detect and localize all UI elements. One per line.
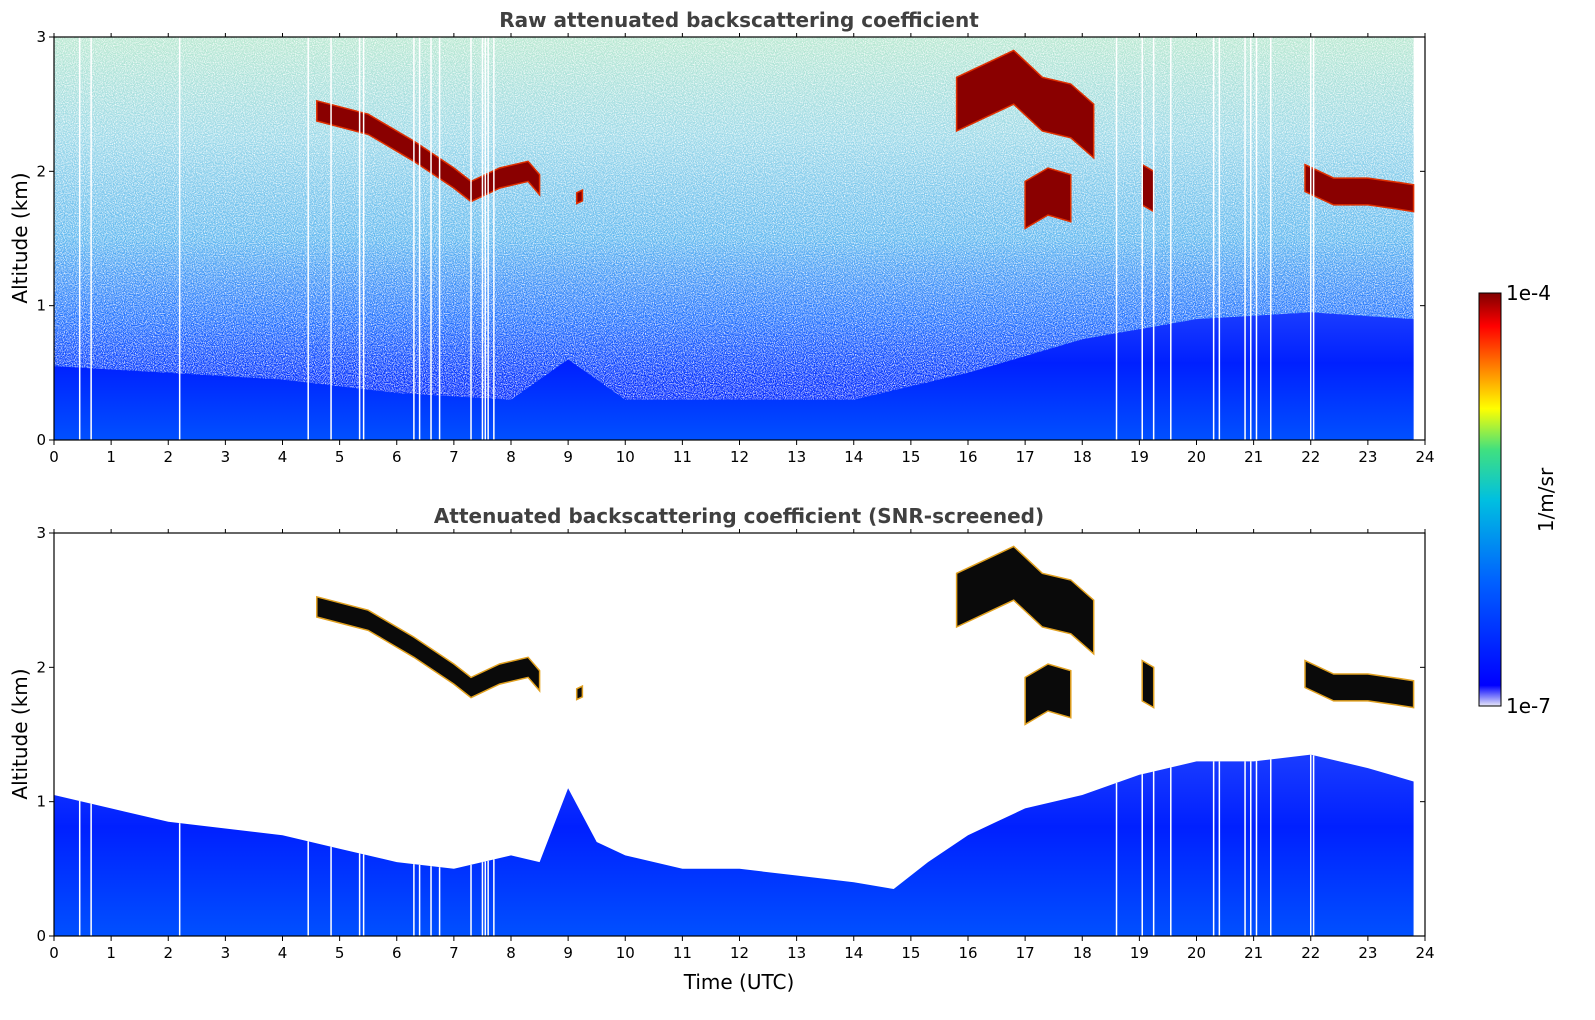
x-tick-label: 18 <box>1073 944 1092 962</box>
x-tick-label: 4 <box>278 944 288 962</box>
x-tick-label: 6 <box>392 448 402 466</box>
cloud-layer-cloud-d <box>1024 663 1072 726</box>
x-tick-label: 22 <box>1301 944 1320 962</box>
y-tick-label: 3 <box>36 28 46 46</box>
x-tick-label: 15 <box>901 448 920 466</box>
x-tick-label: 16 <box>958 448 977 466</box>
x-tick-label: 2 <box>163 944 173 962</box>
cloud-layer-cloud-f <box>1304 163 1415 213</box>
x-tick-label: 17 <box>1016 944 1035 962</box>
colorbar: 1e-4 1e-7 1/m/sr <box>1478 281 1558 718</box>
x-tick-label: 19 <box>1130 448 1149 466</box>
x-tick-label: 9 <box>563 448 573 466</box>
x-tick-label: 19 <box>1130 944 1149 962</box>
x-tick-label: 16 <box>958 944 977 962</box>
x-tick-label: 20 <box>1187 944 1206 962</box>
x-tick-label: 7 <box>449 944 459 962</box>
raw-plot-area: 0 1 2 3 4 5 6 7 8 9 10 11 12 13 14 15 16 17 18 19 20 21 22 23 24… <box>36 28 1434 466</box>
colorbar-gradient <box>1478 292 1502 707</box>
x-tick-label: 17 <box>1016 448 1035 466</box>
x-tick-label: 13 <box>787 944 806 962</box>
x-tick-label: 18 <box>1073 448 1092 466</box>
x-tick-label: 5 <box>335 944 345 962</box>
x-tick-label: 4 <box>278 448 288 466</box>
x-tick-label: 3 <box>221 448 231 466</box>
x-tick-label: 12 <box>730 448 749 466</box>
x-tick-label: 3 <box>221 944 231 962</box>
x-tick-label: 22 <box>1301 448 1320 466</box>
x-tick-label: 14 <box>844 944 863 962</box>
snr-screened-panel: Attenuated backscattering coefficient (S… <box>8 504 1435 994</box>
x-tick-label: 11 <box>673 448 692 466</box>
x-tick-label: 0 <box>49 448 59 466</box>
x-tick-label: 9 <box>563 944 573 962</box>
x-tick-label: 8 <box>506 944 516 962</box>
cloud-layer-cloud-b <box>575 684 584 701</box>
y-tick-label: 3 <box>36 524 46 542</box>
cloud-layer-cloud-e <box>1141 163 1155 213</box>
cloud-layer-cloud-d <box>1024 167 1072 230</box>
x-tick-label: 1 <box>106 448 116 466</box>
x-tick-label: 8 <box>506 448 516 466</box>
y-tick-label: 2 <box>36 658 46 676</box>
screened-x-axis-label: Time (UTC) <box>683 970 795 994</box>
screened-y-axis-label: Altitude (km) <box>8 668 32 799</box>
x-tick-label: 6 <box>392 944 402 962</box>
x-tick-label: 5 <box>335 448 345 466</box>
x-tick-label: 24 <box>1415 448 1434 466</box>
boundary-layer <box>54 312 1414 440</box>
x-tick-label: 11 <box>673 944 692 962</box>
raw-y-axis-label: Altitude (km) <box>8 172 32 303</box>
screened-panel-title: Attenuated backscattering coefficient (S… <box>434 504 1044 528</box>
x-tick-label: 23 <box>1358 448 1377 466</box>
raw-backscatter-panel: Raw attenuated backscattering coefficien… <box>8 8 1435 466</box>
cloud-layer-cloud-c <box>955 545 1095 656</box>
x-tick-label: 20 <box>1187 448 1206 466</box>
colorbar-max-label: 1e-4 <box>1506 281 1551 305</box>
y-tick-label: 1 <box>36 793 46 811</box>
cloud-layer-cloud-e <box>1141 659 1155 709</box>
y-tick-label: 2 <box>36 162 46 180</box>
x-tick-label: 1 <box>106 944 116 962</box>
x-tick-label: 14 <box>844 448 863 466</box>
x-tick-label: 2 <box>163 448 173 466</box>
x-tick-label: 10 <box>616 448 635 466</box>
x-tick-label: 13 <box>787 448 806 466</box>
screened-plot-area: 0 1 2 3 4 5 6 7 8 9 10 11 12 13 14 15 16 17 18 19 20 21 22 23 24… <box>36 524 1434 962</box>
raw-panel-title: Raw attenuated backscattering coefficien… <box>499 8 979 32</box>
cloud-layer-cloud-b <box>575 188 584 205</box>
colorbar-min-label: 1e-7 <box>1506 694 1551 718</box>
cloud-layer-cloud-a <box>316 99 541 203</box>
x-tick-label: 21 <box>1244 944 1263 962</box>
x-tick-label: 24 <box>1415 944 1434 962</box>
y-tick-label: 0 <box>36 927 46 945</box>
y-tick-label: 0 <box>36 431 46 449</box>
x-tick-label: 12 <box>730 944 749 962</box>
x-tick-label: 7 <box>449 448 459 466</box>
x-tick-label: 10 <box>616 944 635 962</box>
boundary-layer <box>54 754 1414 936</box>
colorbar-unit-label: 1/m/sr <box>1534 467 1558 532</box>
cloud-layer-cloud-a <box>316 595 541 699</box>
x-tick-label: 21 <box>1244 448 1263 466</box>
cloud-layer-cloud-c <box>955 49 1095 160</box>
x-tick-label: 15 <box>901 944 920 962</box>
x-tick-label: 23 <box>1358 944 1377 962</box>
y-tick-label: 1 <box>36 297 46 315</box>
cloud-layer-cloud-f <box>1304 659 1415 709</box>
x-tick-label: 0 <box>49 944 59 962</box>
